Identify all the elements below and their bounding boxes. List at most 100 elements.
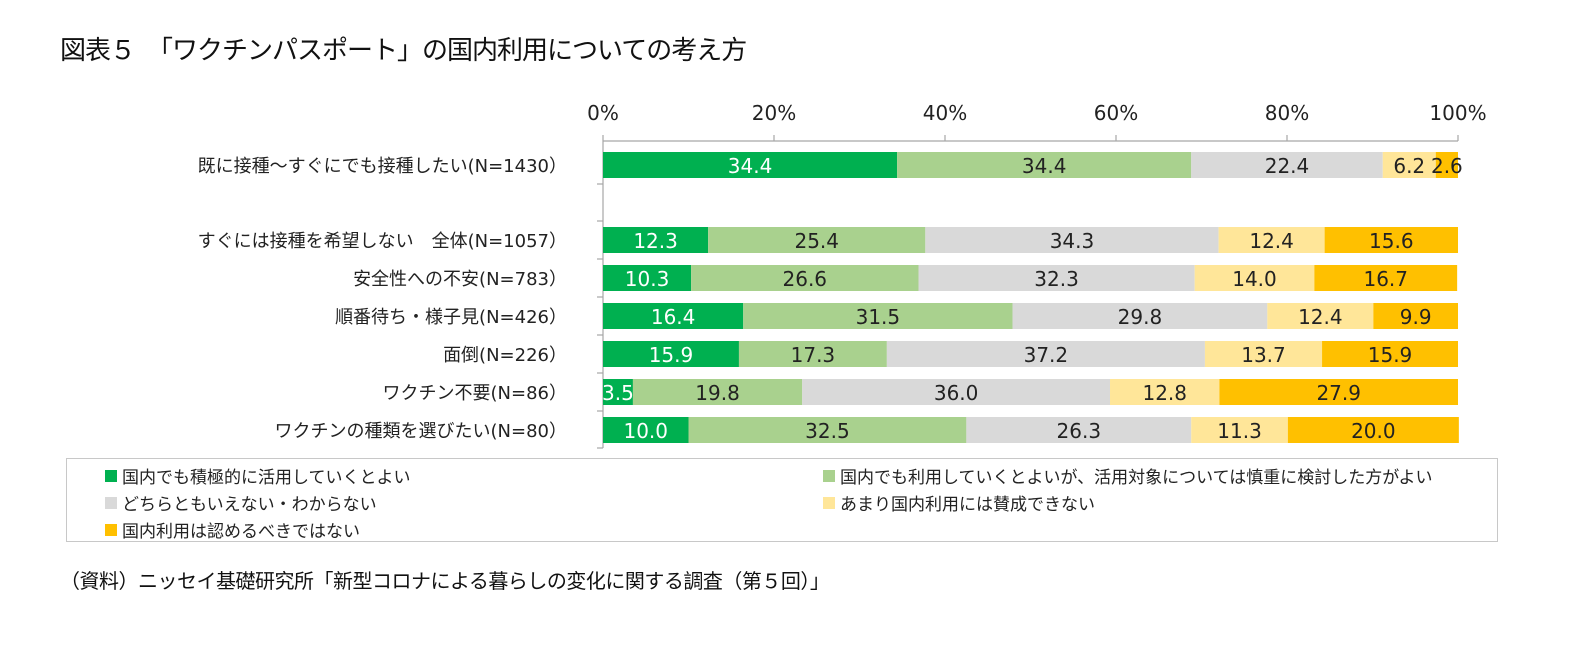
bar-segment xyxy=(688,417,967,443)
data-label: 12.4 xyxy=(1298,305,1343,329)
bar-segment xyxy=(708,227,926,253)
bar-segment xyxy=(966,417,1192,443)
legend-item: 国内利用は認めるべきではない xyxy=(105,517,360,542)
data-label: 25.4 xyxy=(794,229,839,253)
legend-label: 国内でも積極的に活用していくとよい xyxy=(122,468,411,488)
legend-item: 国内でも積極的に活用していくとよい xyxy=(105,463,411,488)
bar-segment xyxy=(738,341,887,367)
data-label: 19.8 xyxy=(695,381,740,405)
category-label: 既に接種～すぐにでも接種したい(N=1430） xyxy=(198,156,567,177)
bar-segment xyxy=(1110,379,1220,405)
legend-swatch xyxy=(823,496,835,509)
bar-segment xyxy=(925,227,1219,253)
source-note: （資料）ニッセイ基礎研究所「新型コロナによる暮らしの変化に関する調査（第５回）」 xyxy=(60,569,830,593)
x-tick-label: 100% xyxy=(1429,101,1486,125)
bar-segment xyxy=(1382,152,1436,178)
category-labels: 既に接種～すぐにでも接種したい(N=1430） すぐには接種を希望しない 全体(N… xyxy=(198,156,567,442)
x-tick-label: 20% xyxy=(752,101,796,125)
legend-label: どちらともいえない・わからない xyxy=(122,495,377,515)
bar-segment xyxy=(1324,227,1458,253)
x-axis: 0% 20% 40% 60% 80% 100% xyxy=(587,101,1487,449)
data-label: 11.3 xyxy=(1217,419,1262,443)
legend-swatch xyxy=(105,496,117,509)
data-label: 10.3 xyxy=(625,267,670,291)
data-label: 34.4 xyxy=(728,154,773,178)
data-label: 12.8 xyxy=(1142,381,1187,405)
data-label: 15.9 xyxy=(1368,343,1413,367)
legend-item: 国内でも利用していくとよいが、活用対象については慎重に検討した方がよい xyxy=(823,463,1432,488)
bar-segment xyxy=(1435,152,1458,178)
data-label: 17.3 xyxy=(791,343,836,367)
category-label: 順番待ち・様子見(N=426） xyxy=(335,307,567,328)
bar-segment xyxy=(1287,417,1459,443)
data-label: 12.4 xyxy=(1249,229,1294,253)
bar-segment xyxy=(1204,341,1323,367)
x-tick-label: 0% xyxy=(587,101,619,125)
category-label: ワクチン不要(N=86） xyxy=(383,383,567,404)
chart-title: 図表５ 「ワクチンパスポート」の国内利用についての考え方 xyxy=(60,36,747,66)
data-label: 36.0 xyxy=(934,381,979,405)
bar-segment xyxy=(603,417,689,443)
category-label: すぐには接種を希望しない 全体(N=1057） xyxy=(198,231,567,252)
legend-label: 国内利用は認めるべきではない xyxy=(122,522,360,542)
data-label: 26.6 xyxy=(783,267,828,291)
bar-segment xyxy=(632,379,803,405)
data-label: 2.6 xyxy=(1431,154,1463,178)
bar-segment xyxy=(918,265,1195,291)
bar-segment xyxy=(802,379,1111,405)
data-label: 32.5 xyxy=(805,419,850,443)
legend-swatch xyxy=(105,469,117,482)
bar-segment xyxy=(886,341,1205,367)
legend-swatch xyxy=(105,523,117,536)
bar-segment xyxy=(1373,303,1458,329)
x-tick-label: 60% xyxy=(1094,101,1138,125)
bar-segment xyxy=(1012,303,1268,329)
legend-label: 国内でも利用していくとよいが、活用対象については慎重に検討した方がよい xyxy=(840,468,1433,488)
bar-segment xyxy=(603,152,898,178)
bar-segment xyxy=(1267,303,1374,329)
data-label: 20.0 xyxy=(1351,419,1396,443)
bar-segment xyxy=(603,303,744,329)
bar-segment xyxy=(897,152,1192,178)
x-tick-label: 40% xyxy=(923,101,967,125)
data-label: 22.4 xyxy=(1265,154,1310,178)
data-label: 29.8 xyxy=(1118,305,1163,329)
legend-label: あまり国内利用には賛成できない xyxy=(840,495,1095,515)
data-label: 14.0 xyxy=(1232,267,1277,291)
bar-segment xyxy=(1219,379,1458,405)
legend-swatch xyxy=(823,469,835,482)
data-label: 10.0 xyxy=(623,419,668,443)
bar-segment xyxy=(1191,417,1288,443)
data-label: 34.3 xyxy=(1050,229,1095,253)
legend: 国内でも積極的に活用していくとよい 国内でも利用していくとよいが、活用対象について… xyxy=(66,458,1498,542)
legend-item: あまり国内利用には賛成できない xyxy=(823,490,1095,515)
bars: 34.4 34.4 22.4 6.2 2.6 12.3 25.4 34.3 12.4 15.6 10… xyxy=(602,152,1463,443)
data-label: 15.6 xyxy=(1369,229,1414,253)
bar-segment xyxy=(691,265,919,291)
category-label: 面倒(N=226） xyxy=(443,345,567,366)
bar-segment xyxy=(603,265,692,291)
x-tick-label: 80% xyxy=(1265,101,1309,125)
bar-segment xyxy=(743,303,1013,329)
data-label: 12.3 xyxy=(633,229,678,253)
data-label: 27.9 xyxy=(1316,381,1361,405)
bar-segment xyxy=(1314,265,1458,291)
data-label: 31.5 xyxy=(856,305,901,329)
data-label: 9.9 xyxy=(1400,305,1432,329)
data-label: 6.2 xyxy=(1393,154,1425,178)
category-label: ワクチンの種類を選びたい(N=80） xyxy=(275,421,567,442)
bar-segment xyxy=(1322,341,1458,367)
bar-segment xyxy=(1194,265,1315,291)
data-label: 32.3 xyxy=(1034,267,1079,291)
category-label: 安全性への不安(N=783） xyxy=(353,269,567,290)
data-label: 15.9 xyxy=(649,343,694,367)
data-label: 13.7 xyxy=(1241,343,1286,367)
data-label: 37.2 xyxy=(1024,343,1069,367)
data-label: 26.3 xyxy=(1057,419,1102,443)
bar-segment xyxy=(603,341,739,367)
data-label: 34.4 xyxy=(1022,154,1067,178)
bar-segment xyxy=(603,379,633,405)
bar-segment xyxy=(603,227,709,253)
data-label: 3.5 xyxy=(602,381,634,405)
